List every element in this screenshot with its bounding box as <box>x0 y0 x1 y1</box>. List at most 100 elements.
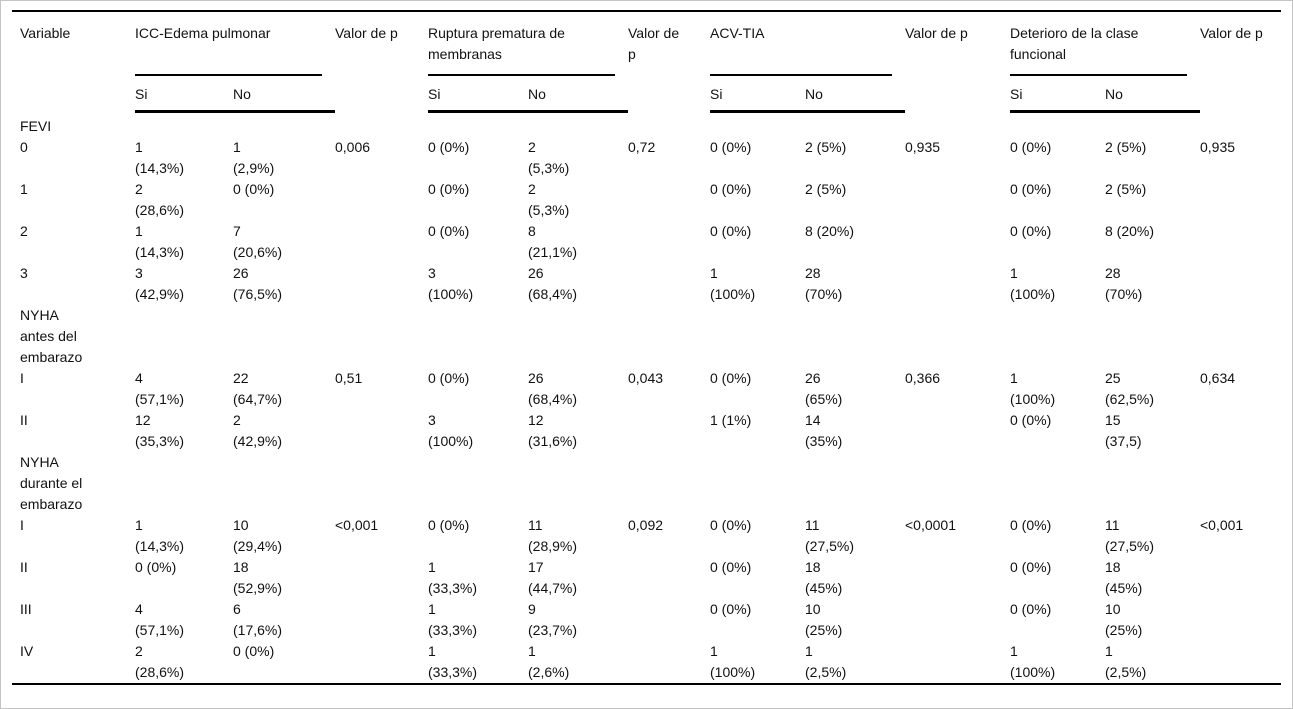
row-label: I <box>20 516 24 533</box>
cell: 1 (2,5%) <box>1105 642 1147 680</box>
cell <box>428 452 528 515</box>
cell <box>905 179 1010 221</box>
cell <box>135 112 233 137</box>
row-label: IV <box>20 642 34 659</box>
row-label: 3 <box>20 264 28 281</box>
subheader-icc-no: No <box>233 76 335 113</box>
cell: 3 (100%) <box>428 264 474 302</box>
cell: 26 (68,4%) <box>528 264 578 302</box>
table-header: Variable ICC-Edema pulmonar Valor de p R… <box>12 11 1281 113</box>
cell <box>135 452 233 515</box>
cell <box>628 557 710 599</box>
header-pvalue-ruptura: Valor de p <box>628 25 680 62</box>
section-label: NYHA antes del embarazo <box>20 306 83 365</box>
header-pvalue-icc: Valor de p <box>335 25 398 41</box>
cell <box>1105 305 1200 368</box>
cell: <0,001 <box>335 516 379 533</box>
table-row: I 4 (57,1%) 22 (64,7%) 0,51 0 (0%) 26 (68,4%)… <box>12 368 1281 410</box>
cell: 0 (0%) <box>428 222 470 239</box>
cell <box>335 263 428 305</box>
cell: 0 (0%) <box>428 180 470 197</box>
cell: 0 (0%) <box>710 600 752 617</box>
cell: 0 (0%) <box>233 642 275 659</box>
cell <box>628 112 710 137</box>
cell <box>1105 112 1200 137</box>
section-label: NYHA durante el embarazo <box>20 453 83 512</box>
cell <box>233 305 335 368</box>
cell <box>710 305 805 368</box>
cell: 3 (42,9%) <box>135 264 185 302</box>
cell: 1 (33,3%) <box>428 600 478 638</box>
table-row: II 0 (0%) 18 (52,9%) 1 (33,3%) 17 (44,7%) 0 (… <box>12 557 1281 599</box>
subheader-ruptura-no: No <box>528 76 628 113</box>
cell: 0,043 <box>628 369 664 386</box>
cell <box>335 599 428 641</box>
subheader-icc-si: Si <box>135 76 233 113</box>
header-group-acv-tia: ACV-TIA <box>710 11 905 76</box>
cell <box>1010 305 1105 368</box>
cell: 1 (2,9%) <box>233 138 275 176</box>
header-variable: Variable <box>20 25 71 41</box>
cell: 1 (33,3%) <box>428 642 478 680</box>
cell <box>335 221 428 263</box>
row-label: II <box>20 411 28 428</box>
table-row: 0 1 (14,3%) 1 (2,9%) 0,006 0 (0%) 2 (5,3%) 0,7… <box>12 137 1281 179</box>
cell <box>905 557 1010 599</box>
cell: 4 (57,1%) <box>135 369 185 407</box>
cell: 2 (28,6%) <box>135 180 185 218</box>
cell: 1 (14,3%) <box>135 138 185 176</box>
cell: 0,51 <box>335 369 363 386</box>
cell <box>1200 452 1281 515</box>
cell <box>1105 452 1200 515</box>
table-row: I 1 (14,3%) 10 (29,4%) <0,001 0 (0%) 11 (28,9… <box>12 515 1281 557</box>
cell: 22 (64,7%) <box>233 369 283 407</box>
cell <box>628 179 710 221</box>
cell: 0 (0%) <box>710 180 752 197</box>
cell: 0,006 <box>335 138 371 155</box>
cell: 2 (5%) <box>805 180 847 197</box>
cell: 1 (2,5%) <box>805 642 847 680</box>
cell: 1 (14,3%) <box>135 222 185 260</box>
cell: 1 (100%) <box>1010 642 1056 680</box>
cell: 2 (5%) <box>1105 180 1147 197</box>
cell: 0 (0%) <box>1010 138 1052 155</box>
cell: 1 (100%) <box>710 642 756 680</box>
cell <box>905 221 1010 263</box>
cell: 1 (100%) <box>1010 369 1056 407</box>
cell <box>1200 263 1281 305</box>
cell <box>428 305 528 368</box>
cell: 6 (17,6%) <box>233 600 283 638</box>
cell: 0,72 <box>628 138 656 155</box>
cell: 2 (5,3%) <box>528 138 570 176</box>
cell: 0 (0%) <box>1010 516 1052 533</box>
header-pvalue-acv-tia: Valor de p <box>905 25 968 41</box>
cell: 11 (28,9%) <box>528 516 578 554</box>
cell <box>905 263 1010 305</box>
cell: 8 (20%) <box>805 222 855 239</box>
table-row: 3 3 (42,9%) 26 (76,5%) 3 (100%) 26 (68,4%) 1 … <box>12 263 1281 305</box>
cell: 0 (0%) <box>1010 558 1052 575</box>
cell: 9 (23,7%) <box>528 600 578 638</box>
cell: 0 (0%) <box>710 222 752 239</box>
cell <box>233 452 335 515</box>
cell: 26 (76,5%) <box>233 264 283 302</box>
subheader-ruptura-si: Si <box>428 76 528 113</box>
table-body: FEVI 0 1 (14,3%) 1 (2,9%) 0,006 0 (0%) 2 (5,3%… <box>12 112 1281 684</box>
cell <box>805 112 905 137</box>
cell: 18 (45%) <box>805 558 843 596</box>
cell <box>710 112 805 137</box>
cell: 2 (5,3%) <box>528 180 570 218</box>
cell: 0 (0%) <box>1010 222 1052 239</box>
table-row: III 4 (57,1%) 6 (17,6%) 1 (33,3%) 9 (23,7%) 0… <box>12 599 1281 641</box>
cell: 0 (0%) <box>428 138 470 155</box>
cell: 26 (68,4%) <box>528 369 578 407</box>
cell <box>628 599 710 641</box>
subheader-acv-tia-no: No <box>805 76 905 113</box>
header-group-ruptura: Ruptura prematura de membranas <box>428 11 628 76</box>
cell <box>905 452 1010 515</box>
section-row: NYHA antes del embarazo <box>12 305 1281 368</box>
cell: <0,001 <box>1200 516 1244 533</box>
cell: 0 (0%) <box>1010 411 1052 428</box>
row-label: 0 <box>20 138 28 155</box>
subheader-acv-tia-si: Si <box>710 76 805 113</box>
